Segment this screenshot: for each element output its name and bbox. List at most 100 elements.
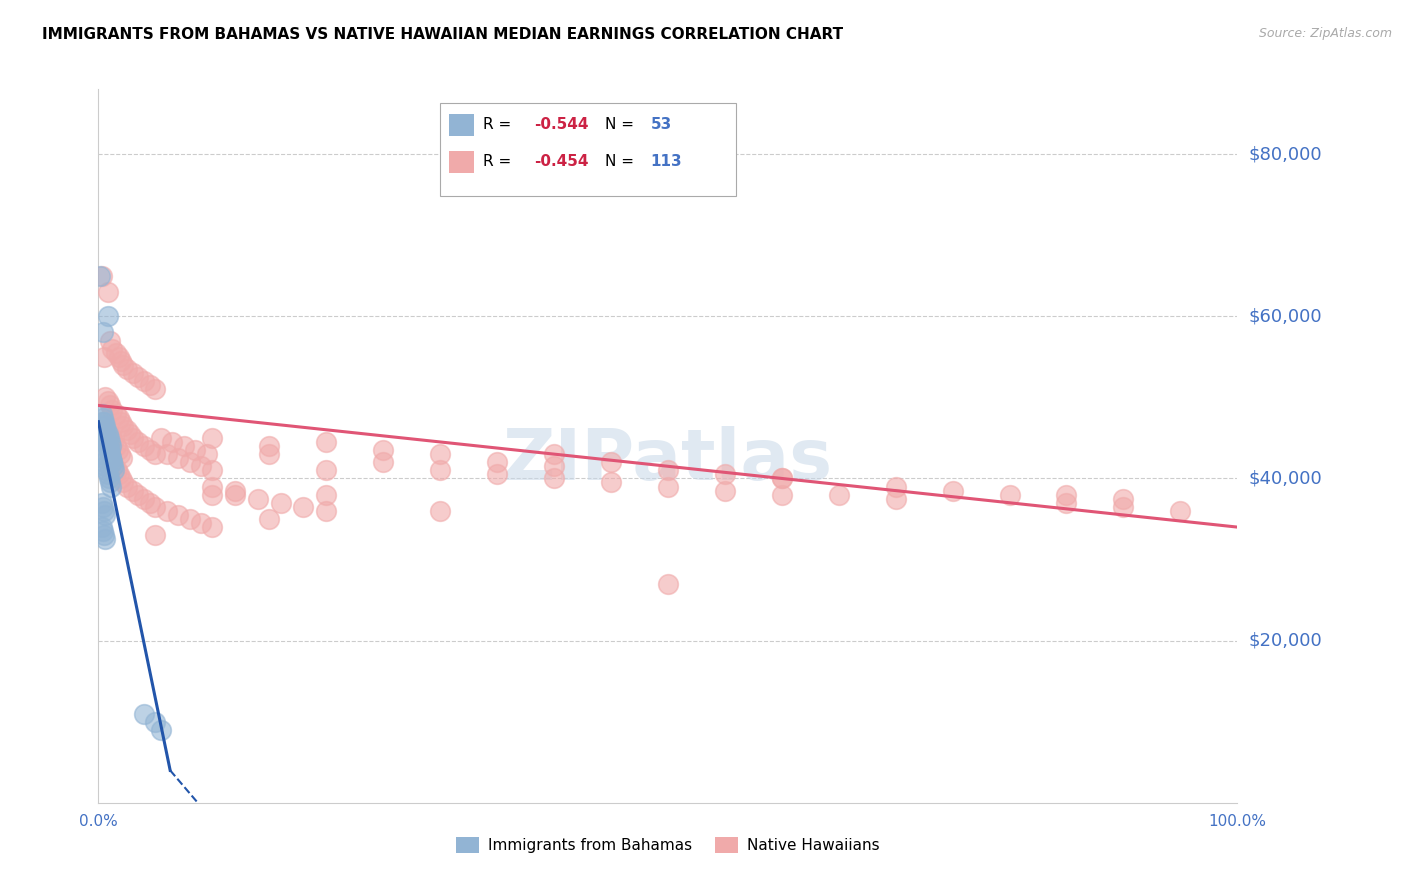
Point	[145, 714, 167, 729]
Point	[259, 447, 281, 461]
Point	[543, 447, 565, 461]
Text: -0.544: -0.544	[534, 118, 589, 132]
Point	[543, 459, 565, 474]
Point	[96, 394, 118, 409]
Text: $20,000: $20,000	[1249, 632, 1322, 649]
Point	[145, 382, 167, 396]
Point	[111, 451, 134, 466]
Point	[371, 443, 394, 458]
Point	[91, 326, 114, 340]
Point	[486, 455, 509, 469]
Point	[110, 471, 132, 485]
Point	[89, 268, 111, 283]
Point	[1054, 496, 1078, 510]
Point	[94, 459, 117, 474]
Point	[201, 463, 224, 477]
Point	[110, 354, 132, 368]
Point	[770, 488, 793, 502]
Point	[100, 451, 122, 466]
FancyBboxPatch shape	[440, 103, 737, 196]
Point	[110, 415, 132, 429]
Point	[942, 483, 965, 498]
Point	[543, 471, 565, 485]
Point	[270, 496, 292, 510]
Point	[94, 390, 117, 404]
Point	[90, 496, 112, 510]
Point	[1112, 500, 1135, 514]
Point	[127, 370, 149, 384]
Point	[105, 463, 128, 477]
Point	[112, 418, 135, 433]
Point	[115, 479, 138, 493]
Point	[108, 410, 131, 425]
Point	[101, 455, 124, 469]
Point	[201, 479, 224, 493]
Text: $80,000: $80,000	[1249, 145, 1322, 163]
Point	[96, 423, 118, 437]
Point	[138, 378, 160, 392]
Point	[167, 508, 190, 522]
Point	[150, 723, 173, 737]
Point	[103, 434, 125, 449]
Text: 53: 53	[651, 118, 672, 132]
Point	[486, 467, 509, 482]
Point	[714, 483, 737, 498]
Point	[190, 516, 212, 530]
Point	[315, 488, 337, 502]
Point	[184, 443, 207, 458]
Point	[115, 423, 138, 437]
Point	[201, 431, 224, 445]
Point	[90, 447, 112, 461]
Point	[96, 439, 118, 453]
Point	[97, 426, 120, 441]
Legend: Immigrants from Bahamas, Native Hawaiians: Immigrants from Bahamas, Native Hawaiian…	[450, 831, 886, 859]
Point	[101, 342, 124, 356]
Point	[91, 451, 114, 466]
Point	[98, 447, 121, 461]
Point	[108, 467, 131, 482]
Point	[127, 488, 149, 502]
Point	[94, 431, 117, 445]
Point	[828, 488, 851, 502]
Point	[94, 418, 117, 433]
Point	[94, 508, 117, 522]
Point	[93, 426, 115, 441]
Point	[103, 459, 125, 474]
Point	[112, 358, 135, 372]
Point	[93, 418, 115, 433]
Point	[162, 434, 184, 449]
Point	[96, 463, 118, 477]
Point	[103, 463, 125, 477]
Point	[127, 434, 149, 449]
Point	[145, 447, 167, 461]
Point	[91, 410, 114, 425]
Point	[96, 310, 118, 324]
Point	[97, 431, 120, 445]
Point	[657, 577, 679, 591]
Point	[96, 285, 118, 299]
Point	[201, 488, 224, 502]
Point	[315, 463, 337, 477]
Point	[98, 434, 121, 449]
Point	[195, 447, 218, 461]
Point	[103, 459, 125, 474]
Text: N =: N =	[605, 118, 640, 132]
Point	[657, 479, 679, 493]
Point	[90, 415, 112, 429]
Point	[132, 439, 155, 453]
Point	[1112, 491, 1135, 506]
Point	[93, 455, 115, 469]
Point	[96, 434, 118, 449]
Point	[101, 455, 124, 469]
Point	[600, 475, 623, 490]
Text: ZIPatlas: ZIPatlas	[503, 425, 832, 495]
Point	[96, 467, 118, 482]
Point	[201, 520, 224, 534]
Point	[97, 443, 120, 458]
Point	[101, 402, 124, 417]
Text: 113: 113	[651, 154, 682, 169]
Point	[94, 431, 117, 445]
Point	[429, 447, 451, 461]
Point	[179, 512, 201, 526]
Point	[96, 423, 118, 437]
